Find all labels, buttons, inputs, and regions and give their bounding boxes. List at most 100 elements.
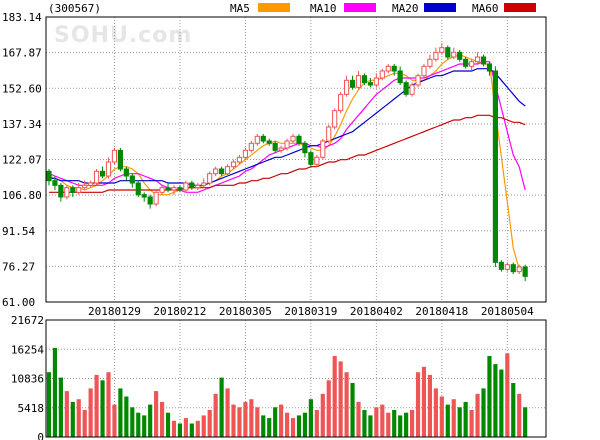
- candle: [445, 45, 451, 60]
- candle: [224, 164, 231, 176]
- candle-body: [463, 58, 469, 67]
- volume-bar: [261, 415, 266, 437]
- date-tick-label: 20180129: [88, 305, 141, 318]
- candle: [94, 168, 100, 186]
- price-panel-border: [45, 16, 547, 303]
- volume-bar: [100, 380, 105, 437]
- legend: MA5 MA10 MA20 MA60: [230, 2, 536, 15]
- volume-bar: [296, 415, 302, 437]
- candle: [236, 154, 243, 165]
- candle-body: [260, 135, 266, 142]
- candle: [254, 133, 260, 146]
- candle-body: [58, 184, 64, 198]
- price-tick-label: 61.00: [2, 296, 35, 309]
- volume-bar: [350, 383, 355, 437]
- candle: [326, 124, 332, 144]
- candle: [165, 182, 171, 193]
- volume-bar: [332, 356, 337, 437]
- candle-body: [421, 65, 427, 77]
- candle-body: [248, 142, 254, 151]
- volume-bar: [70, 401, 75, 437]
- volume-bar: [249, 399, 254, 437]
- candle: [46, 168, 52, 186]
- volume-bar: [409, 410, 415, 437]
- candle-body: [510, 264, 516, 273]
- volume-bar: [415, 372, 421, 437]
- volume-bar: [284, 412, 290, 437]
- candle: [76, 182, 82, 195]
- candle-body: [302, 142, 308, 154]
- volume-bar: [439, 396, 444, 437]
- date-tick-label: 20180305: [219, 305, 272, 318]
- volume-bar: [380, 404, 385, 437]
- volume-bar: [171, 420, 177, 437]
- candle: [284, 138, 290, 151]
- candle: [117, 147, 123, 172]
- candle: [129, 173, 135, 188]
- candle-body: [373, 77, 379, 86]
- price-tick-label: 122.07: [2, 154, 42, 167]
- candle-body: [219, 168, 225, 175]
- candle: [510, 262, 516, 274]
- candle: [492, 66, 498, 267]
- volume-bar: [207, 410, 212, 437]
- candle-body: [284, 140, 290, 149]
- legend-ma20-label: MA20: [392, 2, 419, 15]
- candle: [189, 180, 195, 190]
- volume-bar: [148, 404, 153, 437]
- candle-body: [469, 61, 475, 67]
- price-tick-label: 152.60: [2, 82, 42, 95]
- candle-body: [242, 149, 248, 158]
- candle: [159, 185, 165, 195]
- candle: [349, 75, 356, 90]
- candle-body: [385, 65, 391, 72]
- volume-bar: [344, 372, 349, 437]
- volume-bar: [154, 391, 159, 437]
- candle-body: [445, 47, 451, 58]
- candle: [320, 138, 326, 160]
- date-tick-label: 20180402: [350, 305, 403, 318]
- candle-body: [147, 196, 153, 205]
- candle-body: [290, 135, 296, 142]
- candle-body: [189, 182, 195, 189]
- volume-bar: [130, 407, 135, 437]
- volume-bar: [475, 393, 480, 437]
- volume-bar: [392, 410, 397, 437]
- candle-body: [415, 75, 421, 86]
- volume-bar: [469, 410, 474, 437]
- candle-body: [492, 70, 498, 263]
- volume-bar: [326, 380, 331, 437]
- candle-body: [254, 135, 260, 144]
- volume-bar: [142, 415, 147, 437]
- candle: [64, 185, 70, 200]
- candle: [355, 70, 362, 90]
- candle-body: [278, 147, 284, 151]
- volume-bar: [427, 374, 433, 437]
- candle: [278, 145, 284, 153]
- candle-body: [498, 261, 504, 270]
- volume-bar: [225, 388, 230, 437]
- volume-bar: [64, 391, 69, 437]
- candle-body: [207, 173, 213, 184]
- candle: [207, 171, 213, 186]
- volume-bar: [189, 423, 194, 437]
- date-axis: 20180129 20180212 20180305 20180319 20180402…: [88, 305, 534, 318]
- price-tick-label: 91.54: [2, 225, 35, 238]
- candle: [379, 68, 385, 81]
- volume-bar: [386, 412, 391, 437]
- candle: [195, 182, 201, 190]
- candle: [272, 140, 278, 153]
- volume-bar: [320, 393, 325, 437]
- candle: [397, 66, 403, 85]
- volume-bar: [124, 396, 129, 437]
- candle-body: [141, 194, 147, 198]
- volume-bar: [314, 410, 319, 437]
- date-tick-label: 20180418: [415, 305, 468, 318]
- candle: [123, 166, 129, 181]
- volume-bar: [201, 415, 206, 437]
- volume-bar: [165, 412, 171, 437]
- candle-body: [64, 187, 70, 198]
- volume-bar: [368, 415, 373, 437]
- candle: [242, 147, 248, 160]
- volume-bar: [58, 377, 63, 437]
